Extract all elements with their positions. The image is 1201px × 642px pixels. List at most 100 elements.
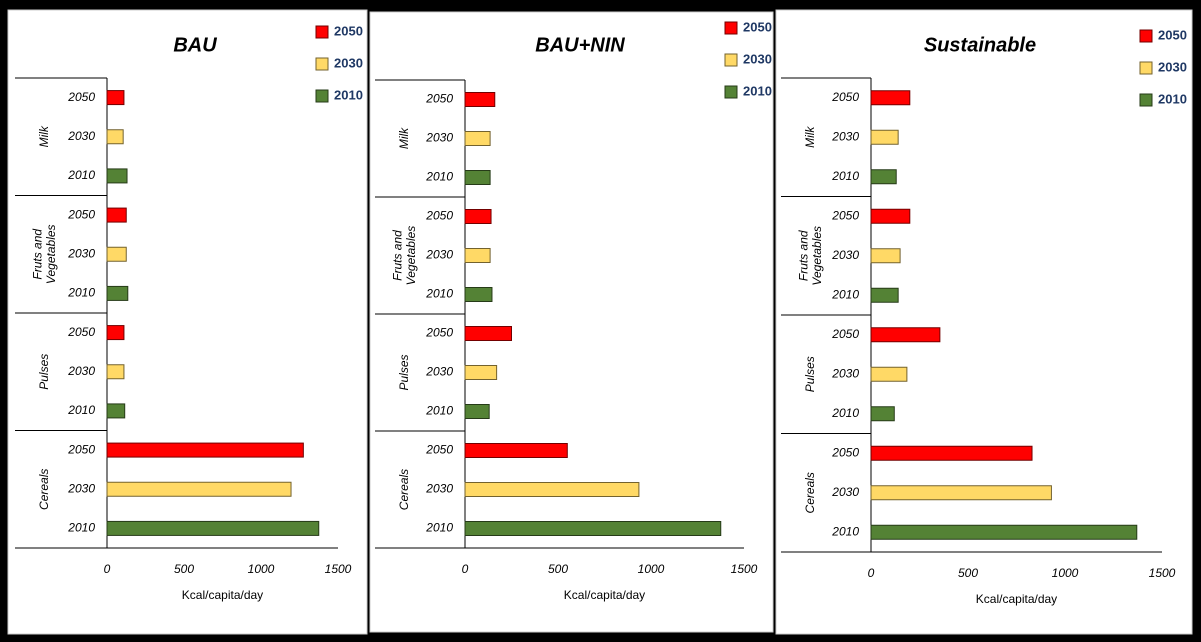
bar (106, 325, 125, 341)
legend-label: 2050 (743, 19, 772, 34)
bar (870, 406, 895, 422)
x-axis-label: Kcal/capita/day (976, 592, 1057, 606)
category-label: 2030 (831, 366, 859, 380)
category-label: 2050 (831, 327, 859, 341)
legend-swatch (1139, 93, 1153, 107)
category-label: 2010 (67, 521, 95, 535)
category-label: 2010 (831, 169, 859, 183)
bar (464, 365, 498, 380)
x-tick-label: 1000 (248, 562, 275, 576)
category-label: 2030 (67, 364, 95, 378)
bar (464, 482, 640, 497)
group-label: Cereals (803, 472, 817, 513)
bar (870, 524, 1138, 540)
group-label: Pulses (803, 356, 817, 392)
category-label: 2010 (425, 521, 453, 535)
category-label: 2010 (425, 170, 453, 184)
group-label: Fruts andVegetables (797, 226, 825, 286)
bar (464, 326, 512, 341)
group-label: Milk (803, 126, 817, 148)
category-label: 2010 (831, 287, 859, 301)
group-label: Fruts andVegetables (31, 224, 59, 284)
x-axis-label: Kcal/capita/day (564, 588, 645, 602)
category-label: 2010 (67, 286, 95, 300)
x-tick-label: 1000 (1052, 566, 1079, 580)
x-tick-label: 1500 (325, 562, 352, 576)
x-tick-label: 1000 (638, 562, 665, 576)
bar (464, 287, 493, 302)
x-tick-label: 500 (174, 562, 194, 576)
category-label: 2010 (831, 406, 859, 420)
x-tick-label: 0 (462, 562, 469, 576)
x-tick-label: 1500 (731, 562, 758, 576)
group-label: Cereals (397, 469, 411, 510)
category-label: 2050 (67, 325, 95, 339)
group-label: Milk (37, 125, 51, 147)
legend-label: 2030 (1158, 59, 1187, 74)
bar (106, 129, 124, 145)
bar (464, 170, 491, 185)
group-label: Milk (397, 127, 411, 149)
category-label: 2010 (67, 168, 95, 182)
category-label: 2030 (425, 131, 453, 145)
legend-label: 2010 (334, 87, 363, 102)
chart-title: BAU (173, 34, 217, 56)
bar (106, 207, 127, 223)
x-tick-label: 0 (104, 562, 111, 576)
category-label: 2030 (831, 485, 859, 499)
panel (7, 9, 368, 635)
category-label: 2050 (831, 90, 859, 104)
bar (106, 246, 127, 262)
category-label: 2050 (831, 208, 859, 222)
category-label: 2050 (425, 209, 453, 223)
bar (106, 403, 126, 419)
chart-title: Sustainable (924, 34, 1036, 56)
legend-swatch (724, 21, 738, 35)
legend-swatch (315, 25, 329, 39)
bar (464, 131, 491, 146)
chart-title: BAU+NIN (535, 34, 625, 56)
bar (106, 364, 125, 380)
bar (106, 90, 125, 106)
bar (106, 442, 304, 458)
bar (106, 520, 320, 536)
legend-label: 2010 (743, 83, 772, 98)
category-label: 2050 (831, 445, 859, 459)
bar (464, 521, 722, 536)
category-label: 2030 (831, 129, 859, 143)
category-label: 2030 (67, 246, 95, 260)
group-label: Pulses (397, 354, 411, 390)
x-tick-label: 500 (548, 562, 568, 576)
x-axis-label: Kcal/capita/day (182, 588, 263, 602)
bar (870, 129, 899, 145)
bar (464, 443, 568, 458)
category-label: 2010 (831, 524, 859, 538)
x-tick-label: 1500 (1149, 566, 1176, 580)
category-label: 2050 (67, 442, 95, 456)
bar (464, 248, 491, 263)
category-label: 2030 (831, 248, 859, 262)
bar (870, 445, 1033, 461)
category-label: 2050 (425, 92, 453, 106)
bar (106, 285, 129, 301)
legend-swatch (315, 57, 329, 71)
legend-label: 2050 (334, 23, 363, 38)
group-label: Cereals (37, 469, 51, 510)
category-label: 2030 (425, 365, 453, 379)
bar (870, 366, 908, 382)
legend-label: 2010 (1158, 91, 1187, 106)
bar (870, 327, 941, 343)
group-label: Pulses (37, 354, 51, 390)
category-label: 2010 (425, 404, 453, 418)
category-label: 2030 (425, 248, 453, 262)
category-label: 2050 (67, 207, 95, 221)
legend-label: 2050 (1158, 27, 1187, 42)
bar (870, 208, 911, 224)
bar (464, 209, 492, 224)
bar (106, 481, 292, 497)
category-label: 2010 (67, 403, 95, 417)
category-label: 2030 (425, 482, 453, 496)
group-label: Fruts andVegetables (391, 226, 419, 286)
bar (870, 169, 897, 185)
